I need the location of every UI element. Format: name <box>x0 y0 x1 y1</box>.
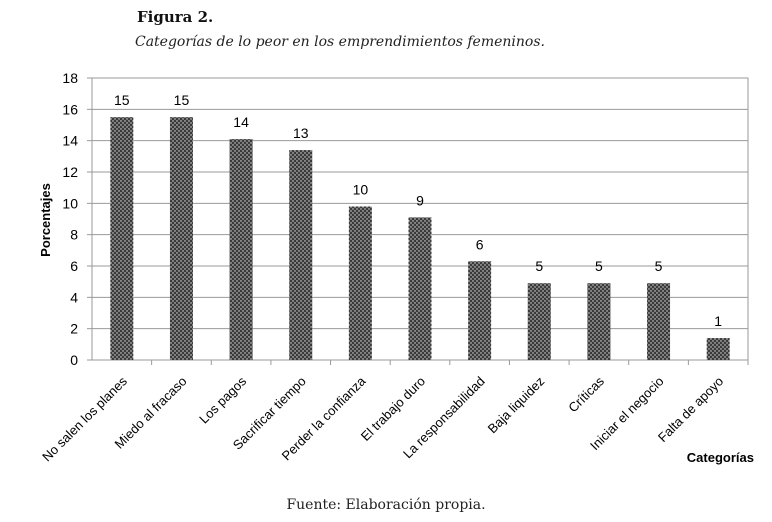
bar <box>408 217 432 360</box>
bar <box>169 117 193 361</box>
data-label: 13 <box>293 125 309 141</box>
data-label: 15 <box>174 92 190 108</box>
bar <box>527 283 551 360</box>
gridlines <box>87 77 749 365</box>
category-label: Críticas <box>565 373 607 415</box>
y-tick-label: 18 <box>62 70 78 86</box>
bars <box>110 117 730 361</box>
data-label: 5 <box>535 258 543 274</box>
bar <box>110 117 134 361</box>
y-tick-label: 10 <box>62 195 78 211</box>
data-label: 1 <box>714 313 722 329</box>
bar <box>706 338 730 360</box>
data-label: 5 <box>655 258 663 274</box>
y-tick-labels: 0 2 4 6 8 10 12 14 16 18 <box>62 70 78 368</box>
y-tick-label: 16 <box>62 101 78 117</box>
y-tick-label: 6 <box>70 258 78 274</box>
x-axis-title: Categorías <box>687 450 754 465</box>
bar <box>229 139 253 360</box>
figure-caption: Categorías de lo peor en los emprendimie… <box>135 34 545 50</box>
y-tick-label: 8 <box>70 227 78 243</box>
y-tick-label: 12 <box>62 164 78 180</box>
figure-label: Figura 2. <box>137 8 214 26</box>
data-label: 10 <box>353 181 369 197</box>
y-tick-label: 0 <box>70 352 78 368</box>
data-label: 6 <box>476 236 484 252</box>
data-label: 14 <box>233 114 249 130</box>
category-label: Los pagos <box>196 373 249 426</box>
y-tick-label: 14 <box>62 133 78 149</box>
data-label: 5 <box>595 258 603 274</box>
category-label: Baja liquidez <box>485 374 548 437</box>
bar <box>587 283 611 360</box>
data-label: 15 <box>114 92 130 108</box>
data-label: 9 <box>416 192 424 208</box>
y-tick-label: 2 <box>70 321 78 337</box>
data-labels: 15 15 14 13 10 9 6 5 5 5 1 <box>114 92 722 329</box>
bar-chart: 0 2 4 6 8 10 12 14 16 18 15 15 14 13 10 9 6 5 5 5 1 No sale… <box>38 70 754 465</box>
bar <box>289 150 313 360</box>
bar <box>348 206 372 360</box>
bar <box>647 283 671 360</box>
y-axis-title: Porcentajes <box>38 183 53 257</box>
category-label: No salen los planes <box>39 373 130 464</box>
bar <box>468 261 492 360</box>
figure-source: Fuente: Elaboración propia. <box>286 497 486 513</box>
y-tick-label: 4 <box>70 289 78 305</box>
